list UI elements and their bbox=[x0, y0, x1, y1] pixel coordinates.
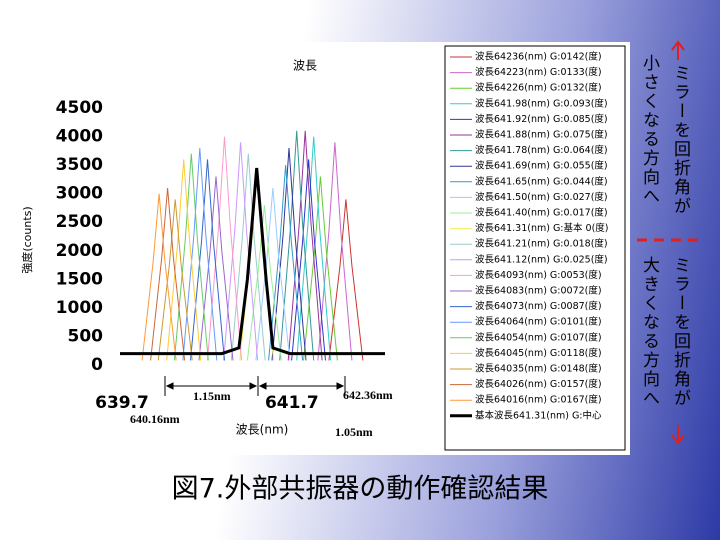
legend-label: 波長64016(nm) G:0167(度) bbox=[475, 394, 602, 406]
series-line bbox=[223, 142, 259, 361]
x-tick-label: 639.7 bbox=[95, 393, 149, 413]
y-tick-label: 4500 bbox=[56, 98, 103, 118]
chart-title: 波長 bbox=[293, 59, 317, 73]
series-line bbox=[166, 159, 202, 361]
side-note: ミラーを回折角が bbox=[670, 256, 690, 408]
series-line bbox=[255, 187, 291, 361]
series-line bbox=[279, 130, 315, 361]
legend-label: 波長64045(nm) G:0118(度) bbox=[475, 347, 602, 359]
legend-label: 波長641.12(nm) G:0.025(度) bbox=[475, 253, 608, 265]
series-line bbox=[296, 136, 332, 361]
series-line bbox=[287, 130, 323, 361]
side-note: 大きくなる方向へ bbox=[639, 256, 659, 408]
legend-label: 波長641.88(nm) G:0.075(度) bbox=[475, 129, 608, 141]
legend-label: 波長641.50(nm) G:0.027(度) bbox=[475, 191, 608, 203]
annotation: 1.05nm bbox=[335, 425, 373, 439]
y-tick-label: 3500 bbox=[56, 155, 103, 175]
series-line bbox=[150, 187, 186, 361]
legend-label: 波長641.98(nm) G:0.093(度) bbox=[475, 97, 608, 109]
series-line bbox=[317, 142, 353, 361]
legend-label: 波長64064(nm) G:0101(度) bbox=[475, 316, 602, 328]
legend-label: 波長64093(nm) G:0053(度) bbox=[475, 269, 602, 281]
series-line bbox=[271, 147, 307, 361]
annotation: 1.15nm bbox=[193, 389, 231, 403]
legend-label: 波長64223(nm) G:0133(度) bbox=[475, 66, 602, 78]
y-tick-label: 500 bbox=[68, 326, 104, 346]
series-line bbox=[120, 167, 385, 356]
series-line bbox=[182, 147, 218, 361]
arrow-down bbox=[671, 425, 685, 445]
y-tick-label: 3000 bbox=[56, 184, 103, 204]
legend-label: 波長641.65(nm) G:0.044(度) bbox=[475, 175, 608, 187]
legend-label: 波長64226(nm) G:0132(度) bbox=[475, 82, 602, 94]
legend-label: 波長64073(nm) G:0087(度) bbox=[475, 300, 602, 312]
series-line bbox=[173, 153, 209, 361]
y-tick-label: 1500 bbox=[56, 269, 103, 289]
series-line bbox=[198, 176, 234, 361]
series-line bbox=[303, 176, 338, 361]
y-tick-label: 0 bbox=[91, 355, 103, 375]
series-line bbox=[246, 205, 282, 361]
y-tick-label: 4000 bbox=[56, 127, 103, 147]
series-line bbox=[157, 199, 193, 361]
legend-label: 波長64236(nm) G:0142(度) bbox=[475, 51, 602, 63]
x-tick-label: 641.7 bbox=[265, 393, 319, 413]
legend-box bbox=[444, 45, 626, 451]
legend-label: 波長64026(nm) G:0157(度) bbox=[475, 378, 602, 390]
legend-label: 波長641.78(nm) G:0.064(度) bbox=[475, 144, 608, 156]
dimension-lines bbox=[164, 376, 346, 396]
y-tick-label: 2500 bbox=[56, 212, 103, 232]
x-axis-label: 波長(nm) bbox=[236, 423, 289, 437]
legend-label: 波長64054(nm) G:0107(度) bbox=[475, 331, 602, 343]
legend-label: 波長64035(nm) G:0148(度) bbox=[475, 363, 602, 375]
annotation: 642.36nm bbox=[343, 388, 393, 402]
slide-title: 図7.外部共振器の動作確認結果 bbox=[172, 474, 549, 505]
series-line bbox=[141, 193, 177, 361]
y-tick-label: 1000 bbox=[56, 298, 103, 318]
series-line bbox=[190, 159, 225, 361]
series-line bbox=[207, 136, 242, 361]
y-axis-label: 強度(counts) bbox=[20, 206, 34, 273]
dim-arrowheads bbox=[165, 382, 345, 390]
legend-label: 基本波長641.31(nm) G:中心 bbox=[475, 409, 602, 421]
legend-label: 波長641.31(nm) G:基本 0(度) bbox=[475, 222, 609, 234]
series-line bbox=[268, 165, 304, 361]
legend-label: 波長641.40(nm) G:0.017(度) bbox=[475, 207, 608, 219]
series-line bbox=[328, 199, 364, 361]
side-note: 小さくなる方向へ bbox=[639, 54, 659, 206]
legend-label: 波長641.92(nm) G:0.085(度) bbox=[475, 113, 608, 125]
legend-label: 波長64083(nm) G:0072(度) bbox=[475, 285, 602, 297]
legend-label: 波長641.21(nm) G:0.018(度) bbox=[475, 238, 608, 250]
annotation: 640.16nm bbox=[130, 412, 180, 426]
legend-label: 波長641.69(nm) G:0.055(度) bbox=[475, 160, 608, 172]
arrow-up bbox=[671, 40, 685, 60]
series-line bbox=[230, 153, 266, 361]
y-tick-label: 2000 bbox=[56, 241, 103, 261]
side-note: ミラーを回折角が bbox=[670, 64, 690, 216]
